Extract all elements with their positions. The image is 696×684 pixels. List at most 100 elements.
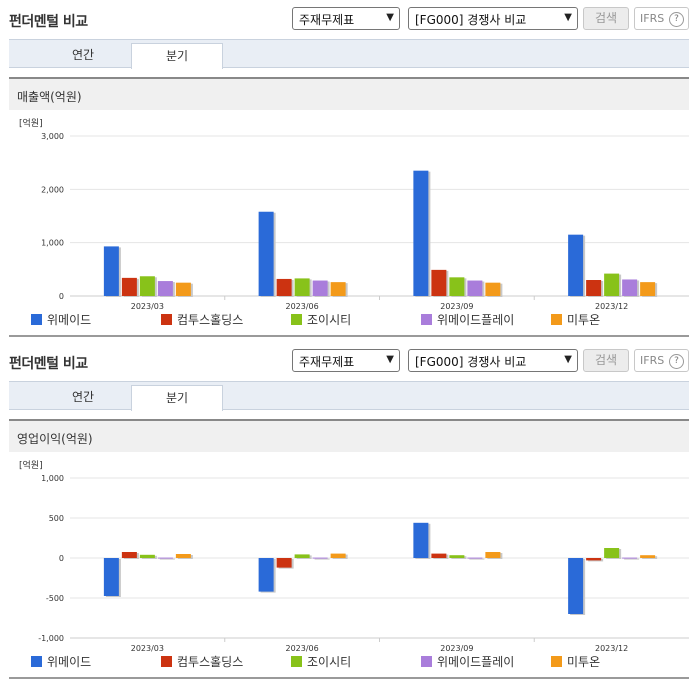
- legend-item[interactable]: 조이시티: [291, 654, 351, 670]
- panel-header: 펀더멘털 비교 주재무제표 ▼ [FG000] 경쟁사 비교 ▼ 검색 IFRS?: [0, 342, 696, 378]
- bar-shadow: [314, 558, 330, 560]
- bar: [640, 282, 656, 296]
- ifrs-button[interactable]: IFRS?: [634, 349, 689, 372]
- chart-header: 매출액(억원): [9, 77, 689, 110]
- chevron-down-icon: ▼: [386, 12, 394, 23]
- chevron-down-icon: ▼: [564, 354, 572, 365]
- statement-select[interactable]: 주재무제표 ▼: [292, 349, 400, 372]
- bar: [157, 281, 173, 296]
- bar: [258, 558, 274, 592]
- legend-label: 미투온: [567, 655, 601, 669]
- panel-header: 펀더멘털 비교 주재무제표 ▼ [FG000] 경쟁사 비교 ▼ 검색 IFRS?: [0, 0, 696, 36]
- chart-title: 영업이익(억원): [17, 432, 93, 446]
- operating-profit-chart: [억원] -1,000 -500 0 500 1,000 2023/03 2023/06 202…: [19, 459, 689, 652]
- panel-revenue: 펀더멘털 비교 주재무제표 ▼ [FG000] 경쟁사 비교 ▼ 검색 IFRS? …: [0, 0, 696, 340]
- legend-label: 조이시티: [307, 655, 352, 669]
- legend-item[interactable]: 미투온: [551, 312, 600, 328]
- legend-label: 위메이드: [47, 655, 92, 669]
- ifrs-button[interactable]: IFRS?: [634, 7, 689, 30]
- y-tick-label: 3,000: [41, 132, 64, 141]
- bar: [312, 280, 328, 296]
- bar: [103, 558, 119, 596]
- bar-shadow: [469, 558, 485, 560]
- bar: [413, 170, 429, 296]
- bar: [622, 557, 638, 559]
- x-tick-label: 2023/03: [131, 644, 164, 652]
- bar: [103, 246, 119, 296]
- bar: [330, 282, 346, 296]
- bar: [640, 555, 656, 558]
- statement-select[interactable]: 주재무제표 ▼: [292, 7, 400, 30]
- x-tick-label: 2023/12: [595, 644, 628, 652]
- legend-item[interactable]: 위메이드플레이: [421, 654, 514, 670]
- divider: [9, 677, 689, 679]
- panel-title: 펀더멘털 비교: [9, 356, 88, 372]
- bar: [258, 211, 274, 296]
- bar: [175, 554, 191, 558]
- bar: [294, 278, 310, 296]
- chart-legend: 위메이드 컴투스홀딩스 조이시티 위메이드플레이 미투온: [9, 312, 689, 328]
- legend-item[interactable]: 컴투스홀딩스: [161, 312, 243, 328]
- chevron-down-icon: ▼: [564, 12, 572, 23]
- legend-swatch: [551, 314, 562, 325]
- legend-item[interactable]: 컴투스홀딩스: [161, 654, 243, 670]
- revenue-chart: [억원] 0 1,000 2,000 3,000 2023/03 2023/06 2023/0…: [19, 117, 689, 310]
- bar: [622, 279, 638, 296]
- y-tick-label: 0: [59, 292, 64, 301]
- legend-label: 위메이드플레이: [437, 655, 515, 669]
- bar: [139, 276, 155, 296]
- legend-label: 위메이드플레이: [437, 313, 515, 327]
- chevron-down-icon: ▼: [386, 354, 394, 365]
- bar: [121, 552, 137, 558]
- unit-label: [억원]: [19, 117, 43, 129]
- tab-annual[interactable]: 연간: [71, 390, 95, 404]
- bar: [449, 277, 465, 296]
- peer-group-select[interactable]: [FG000] 경쟁사 비교 ▼: [408, 7, 578, 30]
- search-button[interactable]: 검색: [583, 349, 629, 372]
- bar: [586, 280, 602, 296]
- legend-label: 조이시티: [307, 313, 352, 327]
- legend-swatch: [421, 314, 432, 325]
- peer-group-select[interactable]: [FG000] 경쟁사 비교 ▼: [408, 349, 578, 372]
- bar-shadow: [624, 558, 640, 560]
- legend-label: 컴투스홀딩스: [177, 313, 244, 327]
- tab-annual[interactable]: 연간: [71, 48, 95, 62]
- y-tick-label: 1,000: [41, 474, 64, 483]
- legend-label: 위메이드: [47, 313, 92, 327]
- bar: [604, 548, 620, 558]
- legend-item[interactable]: 미투온: [551, 654, 600, 670]
- tab-quarterly[interactable]: 분기: [131, 43, 223, 69]
- legend-label: 미투온: [567, 313, 601, 327]
- bar: [121, 277, 137, 296]
- bar: [139, 554, 155, 558]
- chart-header: 영업이익(억원): [9, 419, 689, 452]
- bar: [294, 554, 310, 558]
- bar-shadow: [159, 558, 175, 560]
- bar: [604, 273, 620, 296]
- x-tick-label: 2023/12: [595, 302, 628, 310]
- bar: [312, 557, 328, 559]
- bar: [431, 553, 447, 558]
- legend-swatch: [291, 656, 302, 667]
- search-button[interactable]: 검색: [583, 7, 629, 30]
- legend-swatch: [291, 314, 302, 325]
- legend-swatch: [161, 656, 172, 667]
- panel-title: 펀더멘털 비교: [9, 14, 88, 30]
- tab-quarterly[interactable]: 분기: [131, 385, 223, 411]
- bar: [413, 522, 429, 558]
- x-tick-label: 2023/09: [440, 302, 473, 310]
- unit-label: [억원]: [19, 459, 43, 471]
- legend-item[interactable]: 위메이드: [31, 654, 91, 670]
- x-tick-label: 2023/06: [286, 644, 319, 652]
- bar: [175, 282, 191, 296]
- bar: [586, 558, 602, 561]
- legend-item[interactable]: 위메이드플레이: [421, 312, 514, 328]
- legend-item[interactable]: 위메이드: [31, 312, 91, 328]
- legend-swatch: [161, 314, 172, 325]
- x-tick-label: 2023/03: [131, 302, 164, 310]
- legend-label: 컴투스홀딩스: [177, 655, 244, 669]
- legend-item[interactable]: 조이시티: [291, 312, 351, 328]
- bar: [276, 278, 292, 296]
- bar: [485, 552, 501, 558]
- period-tabs: 연간 분기: [9, 381, 689, 411]
